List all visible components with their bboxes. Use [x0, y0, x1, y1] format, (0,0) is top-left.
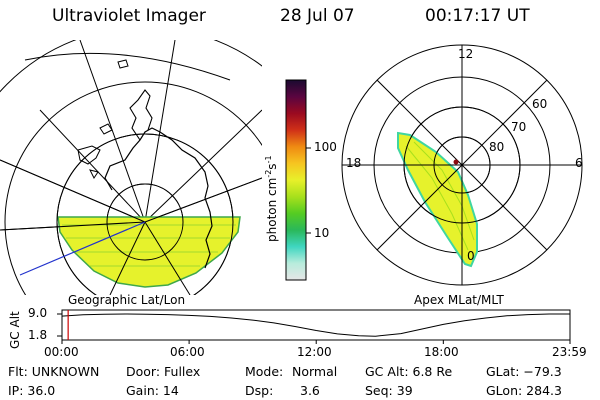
mlt-label-0: 0 — [467, 249, 475, 263]
geo-map-label: Geographic Lat/Lon — [68, 293, 186, 307]
mlt-label-6: 6 — [575, 156, 583, 170]
coastline-antarctica — [104, 127, 213, 269]
mlt-label-18: 18 — [346, 156, 362, 170]
altitude-ytick-1-8: 1.8 — [28, 328, 48, 342]
xtick-1200: 12:00 — [297, 345, 332, 359]
polar-label: Apex MLat/MLT — [414, 293, 504, 307]
door-info: Door: Fullex — [126, 364, 201, 379]
colorbar-unit-label: photon cm-2s-1 — [264, 155, 279, 242]
aurora-oval-polar — [397, 131, 478, 268]
coastline-islands — [77, 59, 129, 179]
gc-alt-info: GC Alt: 6.8 Re — [365, 364, 453, 379]
glat-info: GLat: −79.3 — [486, 364, 562, 379]
lat-label-80: 80 — [489, 140, 505, 154]
mode-label: Mode: — [245, 364, 284, 379]
lat-label-60: 60 — [532, 97, 548, 111]
date: 28 Jul 07 — [280, 6, 355, 26]
xtick-2359: 23:59 — [552, 345, 587, 359]
colorbar-tick-100: 100 — [314, 140, 337, 154]
altitude-plot — [57, 309, 571, 344]
seq-info: Seq: 39 — [365, 383, 413, 398]
xtick-1800: 18:00 — [424, 345, 459, 359]
colorbar — [285, 79, 311, 281]
flight-info: Flt: UNKNOWN — [8, 364, 100, 379]
dsp-label: Dsp: — [245, 383, 274, 398]
ip-info: IP: 36.0 — [8, 383, 56, 398]
dsp-value: 3.6 — [300, 383, 320, 398]
colorbar-tick-10: 10 — [314, 226, 330, 240]
glon-info: GLon: 284.3 — [486, 383, 562, 398]
polar-mlat-mlt — [341, 44, 583, 286]
time-ut: 00:17:17 UT — [425, 6, 530, 26]
altitude-series-line — [61, 313, 570, 337]
altitude-ylabel: GC Alt — [8, 311, 22, 349]
mode-value: Normal — [292, 364, 338, 379]
lat-label-70: 70 — [511, 120, 527, 134]
altitude-ytick-9: 9.0 — [28, 306, 48, 320]
coastline-peninsula — [129, 89, 153, 141]
xtick-0600: 06:00 — [170, 345, 205, 359]
title: Ultraviolet Imager — [52, 6, 206, 26]
pole-marker — [453, 159, 459, 165]
xtick-0000: 00:00 — [44, 345, 79, 359]
gain-info: Gain: 14 — [126, 383, 179, 398]
geographic-map — [0, 40, 262, 295]
mlt-label-12: 12 — [458, 47, 474, 61]
